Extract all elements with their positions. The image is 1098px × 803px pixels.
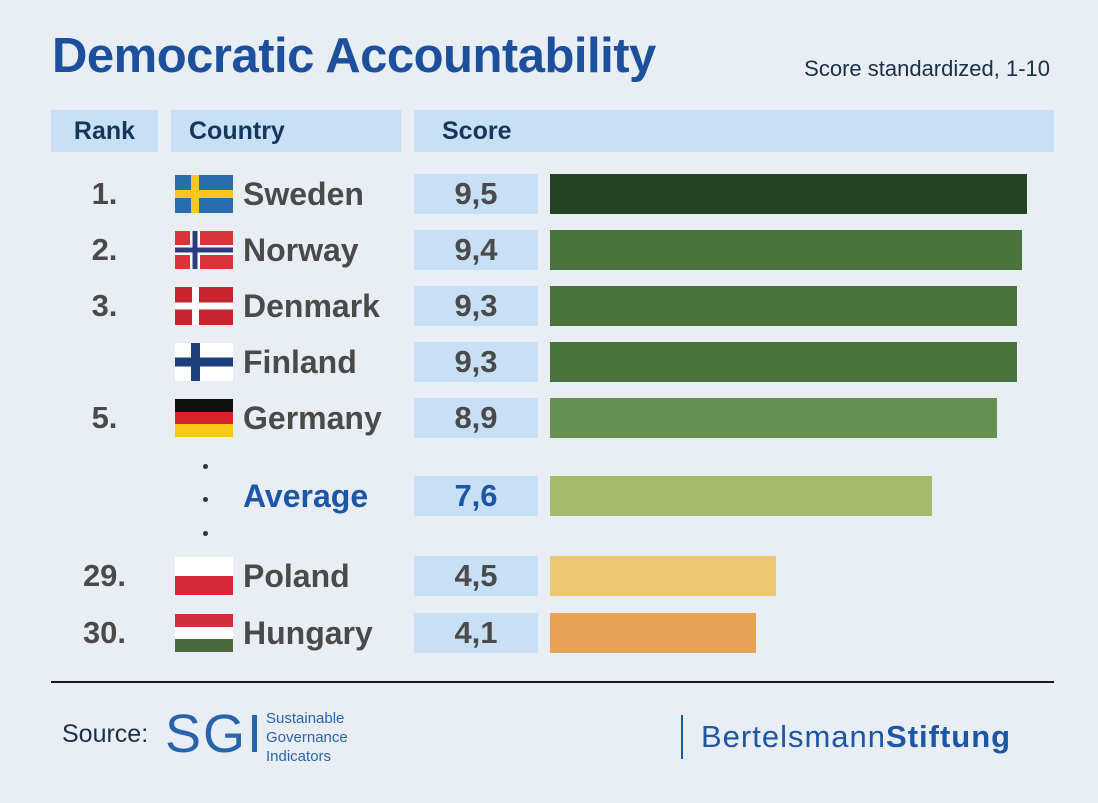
- country-label: Finland: [243, 343, 357, 380]
- header-country: Country: [171, 110, 401, 152]
- footer-divider: [51, 681, 1054, 683]
- score-label: 9,3: [414, 286, 538, 326]
- country-row: Finland 9,3: [0, 342, 1098, 382]
- country-label: Average: [243, 477, 369, 514]
- score-bar: [550, 286, 1017, 326]
- country-label: Poland: [243, 557, 350, 594]
- sgi-subtitle-line: Governance: [266, 729, 348, 746]
- hungary-flag-icon: [175, 614, 233, 652]
- denmark-flag-icon: [175, 287, 233, 325]
- finland-flag-icon: [175, 343, 233, 381]
- publisher-logo: BertelsmannStiftung: [701, 719, 1011, 755]
- germany-flag-icon: [175, 399, 233, 437]
- score-bar: [550, 342, 1017, 382]
- rank-label: 1.: [91, 176, 118, 211]
- score-bar: [550, 230, 1022, 270]
- score-label: 4,5: [414, 556, 538, 596]
- sgi-subtitle-line: Indicators: [266, 748, 332, 765]
- score-label: 9,4: [414, 230, 538, 270]
- score-bar: [550, 556, 776, 596]
- ellipsis-dot: [203, 531, 208, 536]
- rank-label: [51, 476, 158, 516]
- sgi-logo: SGI: [165, 704, 265, 764]
- country-row: 29. Poland 4,5: [0, 556, 1098, 596]
- chart-subtitle: Score standardized, 1-10: [804, 56, 1050, 81]
- poland-flag-icon: [175, 557, 233, 595]
- chart-title: Democratic Accountability: [52, 29, 656, 83]
- rank-label: 3.: [91, 288, 118, 323]
- norway-flag-icon: [175, 231, 233, 269]
- score-label: 4,1: [414, 613, 538, 653]
- country-row: 5. Germany 8,9: [0, 398, 1098, 438]
- sgi-subtitle-line: Sustainable: [266, 710, 345, 727]
- score-bar: [550, 174, 1027, 214]
- country-label: Germany: [243, 399, 382, 436]
- country-row: 2. Norway 9,4: [0, 230, 1098, 270]
- country-label: Sweden: [243, 175, 364, 212]
- average-row: Average 7,6: [0, 476, 1098, 516]
- header-score: Score: [414, 110, 1054, 152]
- rank-label: [51, 342, 158, 382]
- rank-label: 5.: [91, 400, 118, 435]
- score-label: 7,6: [414, 476, 538, 516]
- score-label: 8,9: [414, 398, 538, 438]
- score-label: 9,5: [414, 174, 538, 214]
- publisher-logo-bar: [681, 715, 683, 759]
- score-bar: [550, 476, 932, 516]
- score-bar: [550, 613, 756, 653]
- country-label: Denmark: [243, 287, 380, 324]
- rank-label: 29.: [82, 558, 127, 593]
- rank-label: 30.: [82, 615, 127, 650]
- source-label: Source:: [62, 720, 149, 748]
- ellipsis-dot: [203, 497, 208, 502]
- country-row: 1. Sweden 9,5: [0, 174, 1098, 214]
- country-row: 3. Denmark 9,3: [0, 286, 1098, 326]
- score-label: 9,3: [414, 342, 538, 382]
- publisher-logo-light: Bertelsmann: [701, 719, 887, 754]
- country-row: 30. Hungary 4,1: [0, 613, 1098, 653]
- publisher-logo-bold: Stiftung: [886, 719, 1012, 754]
- sweden-flag-icon: [175, 175, 233, 213]
- header-rank: Rank: [51, 110, 158, 152]
- country-label: Hungary: [243, 614, 373, 651]
- rank-label: 2.: [91, 232, 118, 267]
- ellipsis-dot: [203, 464, 208, 469]
- score-bar: [550, 398, 997, 438]
- country-label: Norway: [243, 231, 359, 268]
- sgi-subtitle: Sustainable Governance Indicators: [266, 709, 348, 766]
